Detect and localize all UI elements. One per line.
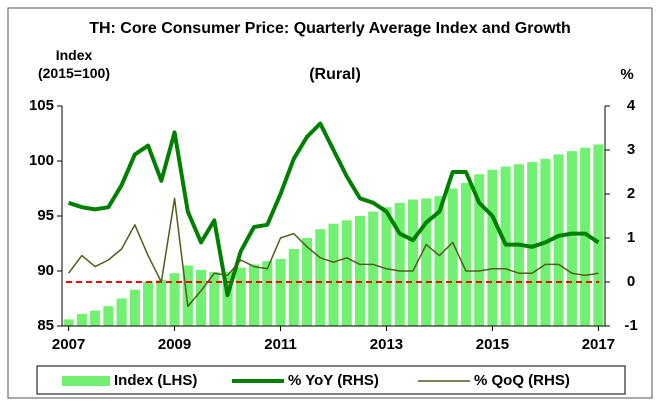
x-tick-label: 2013 — [370, 336, 403, 353]
bar — [262, 261, 273, 326]
bar — [182, 265, 193, 326]
bar — [407, 199, 418, 326]
y-tick-label: 95 — [37, 207, 54, 224]
y-tick-label: 100 — [29, 152, 54, 169]
bar — [354, 216, 366, 326]
y2-tick-label: 0 — [627, 273, 635, 290]
bar — [381, 207, 392, 326]
bar — [275, 258, 286, 326]
legend-label: Index (LHS) — [114, 372, 197, 389]
bar — [90, 310, 101, 326]
y2-tick-label: -1 — [624, 317, 637, 334]
bar — [116, 298, 127, 326]
chart-border — [7, 7, 653, 399]
x-tick-label: 2017 — [582, 336, 615, 353]
bar — [434, 196, 445, 326]
bar — [394, 202, 405, 326]
y-tick-label: 90 — [37, 262, 54, 279]
legend-box — [36, 365, 626, 395]
y2-tick-label: 2 — [627, 185, 635, 202]
x-tick-label: 2009 — [158, 336, 191, 353]
bar — [103, 306, 114, 326]
bar — [169, 273, 180, 326]
bar — [76, 313, 87, 326]
bar — [156, 279, 167, 326]
y2-axis-label: % — [620, 66, 634, 83]
bar — [129, 289, 140, 326]
y2-tick-label: 4 — [627, 97, 636, 114]
bar — [249, 264, 260, 326]
legend-swatch — [62, 376, 110, 386]
y-axis-label: Index (2015=100) — [37, 47, 110, 81]
bar — [580, 147, 591, 326]
bar — [315, 229, 326, 326]
x-tick-label: 2011 — [264, 336, 297, 353]
line-series — [67, 121, 600, 298]
bar — [196, 269, 207, 326]
bar — [447, 188, 458, 326]
bar — [341, 220, 352, 326]
bar — [487, 169, 498, 326]
bar — [288, 249, 299, 326]
chart-title: TH: Core Consumer Price: Quarterly Avera… — [89, 20, 571, 37]
bar — [222, 272, 233, 326]
x-tick-label: 2007 — [52, 336, 85, 353]
y-tick-label: 85 — [37, 317, 54, 334]
bar — [143, 282, 154, 326]
y-tick-label: 105 — [29, 97, 54, 114]
y2-tick-label: 1 — [627, 229, 635, 246]
bar — [527, 162, 538, 326]
bar — [421, 198, 432, 326]
legend-label: % QoQ (RHS) — [474, 372, 570, 389]
bar — [474, 174, 485, 326]
y2-tick-label: 3 — [627, 141, 635, 158]
bar — [235, 267, 246, 326]
bar — [209, 272, 220, 326]
bar — [63, 319, 74, 326]
x-tick-label: 2015 — [476, 336, 509, 353]
legend-label: % YoY (RHS) — [288, 372, 379, 389]
bar — [460, 183, 471, 326]
chart-subtitle: (Rural) — [309, 66, 361, 83]
bar — [593, 144, 604, 326]
bar — [566, 151, 577, 326]
line-series — [68, 197, 599, 307]
bar — [328, 223, 339, 326]
bar — [368, 211, 379, 326]
bar — [553, 154, 564, 326]
